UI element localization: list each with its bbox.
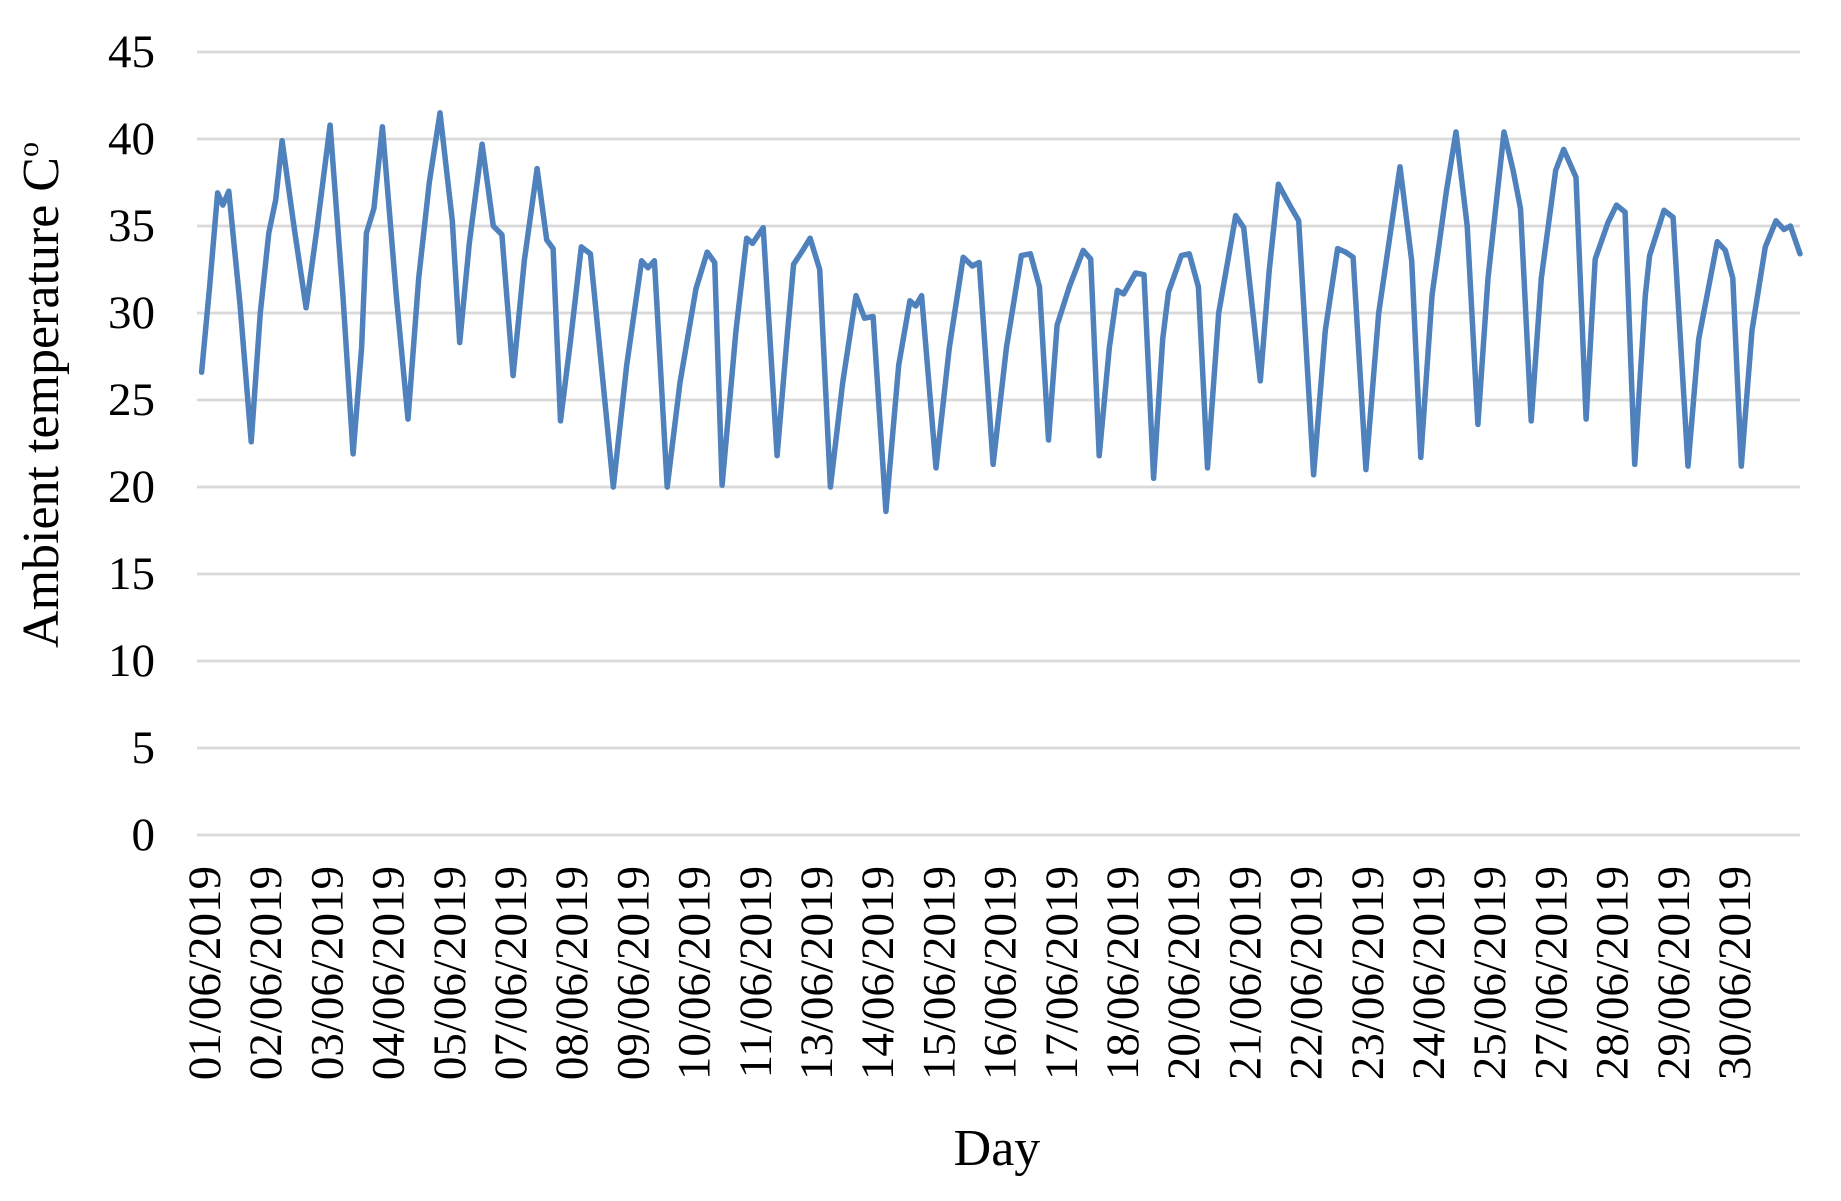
x-tick-label: 27/06/2019 bbox=[1525, 866, 1577, 1080]
y-axis-tick-labels: 0 5 10 15 20 25 30 35 40 45 bbox=[108, 26, 155, 861]
x-tick-label: 21/06/2019 bbox=[1219, 866, 1271, 1080]
x-axis-tick-labels: 01/06/2019 02/06/2019 03/06/2019 04/06/2019… bbox=[179, 866, 1761, 1080]
y-tick-label: 0 bbox=[132, 809, 156, 861]
y-tick-label: 40 bbox=[108, 113, 155, 165]
x-tick-label: 29/06/2019 bbox=[1648, 866, 1700, 1080]
x-tick-label: 28/06/2019 bbox=[1587, 866, 1639, 1080]
y-tick-label: 15 bbox=[108, 548, 155, 600]
x-tick-label: 07/06/2019 bbox=[485, 866, 537, 1080]
y-tick-label: 30 bbox=[108, 287, 155, 339]
x-tick-label: 16/06/2019 bbox=[975, 866, 1027, 1080]
x-tick-label: 14/06/2019 bbox=[852, 866, 904, 1080]
temperature-line bbox=[198, 110, 1803, 515]
x-tick-label: 17/06/2019 bbox=[1036, 866, 1088, 1080]
x-tick-label: 10/06/2019 bbox=[669, 866, 721, 1080]
x-tick-label: 09/06/2019 bbox=[607, 866, 659, 1080]
x-tick-label: 20/06/2019 bbox=[1158, 866, 1210, 1080]
x-tick-label: 04/06/2019 bbox=[363, 866, 415, 1080]
y-axis-title-superscript: o bbox=[12, 142, 45, 157]
x-tick-label: 02/06/2019 bbox=[240, 866, 292, 1080]
x-tick-label: 30/06/2019 bbox=[1709, 866, 1761, 1080]
x-tick-label: 05/06/2019 bbox=[424, 866, 476, 1080]
x-tick-label: 24/06/2019 bbox=[1403, 866, 1455, 1080]
gridlines-layer bbox=[197, 50, 1800, 837]
x-tick-label: 08/06/2019 bbox=[546, 866, 598, 1080]
y-tick-label: 25 bbox=[108, 374, 155, 426]
x-tick-label: 18/06/2019 bbox=[1097, 866, 1149, 1080]
y-tick-label: 5 bbox=[132, 722, 156, 774]
x-tick-label: 25/06/2019 bbox=[1464, 866, 1516, 1080]
y-tick-label: 35 bbox=[108, 200, 155, 252]
x-tick-label: 15/06/2019 bbox=[913, 866, 965, 1080]
y-axis-title-main: Ambient temperature C bbox=[13, 157, 70, 648]
y-axis-title: Ambient temperature Co bbox=[12, 142, 70, 648]
x-tick-label: 01/06/2019 bbox=[179, 866, 231, 1080]
x-tick-label: 23/06/2019 bbox=[1342, 866, 1394, 1080]
y-tick-label: 10 bbox=[108, 635, 155, 687]
x-tick-label: 03/06/2019 bbox=[301, 866, 353, 1080]
series-layer bbox=[198, 110, 1803, 515]
x-tick-label: 13/06/2019 bbox=[791, 866, 843, 1080]
x-tick-label: 22/06/2019 bbox=[1281, 866, 1333, 1080]
x-axis-title: Day bbox=[954, 1120, 1041, 1177]
y-tick-label: 45 bbox=[108, 26, 155, 78]
y-tick-label: 20 bbox=[108, 461, 155, 513]
x-tick-label: 11/06/2019 bbox=[730, 866, 782, 1078]
